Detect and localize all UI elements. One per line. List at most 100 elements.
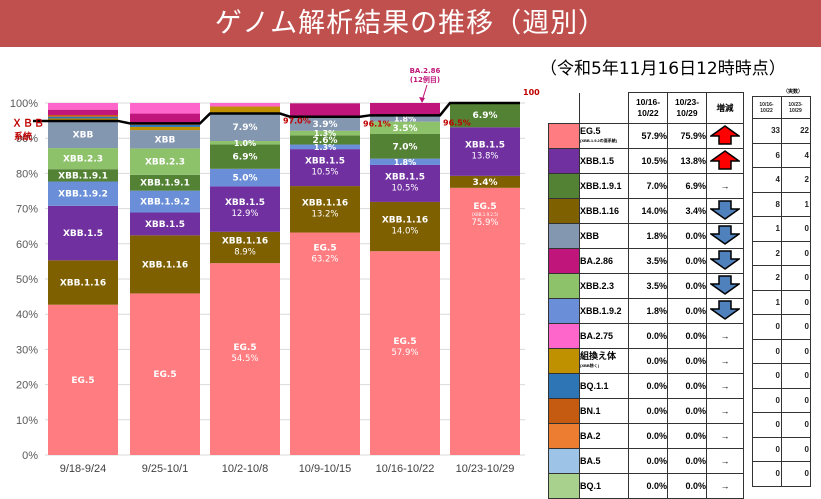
variant-name-text: XBB.1.9.2 — [580, 306, 622, 316]
share-w2: 0.0% — [667, 323, 707, 349]
share-w2: 0.0% — [667, 473, 707, 499]
segment-label: XBB.1.9.1 — [58, 171, 108, 181]
share-w1: 0.0% — [628, 373, 668, 399]
color-swatch — [548, 248, 580, 274]
bar-segment-XBB-2-3 — [48, 148, 118, 170]
share-w2: 75.9% — [667, 123, 707, 149]
share-w2: 0.0% — [667, 273, 707, 299]
variant-name: BN.1 — [579, 398, 629, 424]
count-week1: 4 — [752, 167, 782, 193]
color-swatch — [548, 423, 580, 449]
bar-segment-EG-5 — [130, 293, 200, 455]
share-w1: 0.0% — [628, 448, 668, 474]
variant-name: XBB.1.9.1 — [579, 173, 629, 199]
segment-label: XBB.1.16 — [60, 279, 106, 289]
annotation-text: BA.2.86 — [410, 67, 441, 75]
share-w2: 0.0% — [667, 448, 707, 474]
bar-segment-XBB-1-16 — [370, 201, 440, 252]
table-row: BA.5 0.0% 0.0% → — [548, 448, 744, 474]
segment-value: 10.5% — [311, 168, 338, 178]
counts-row: 33 22 — [752, 118, 811, 144]
y-tick-label: 60% — [16, 239, 38, 251]
bar-segment-XBB-1-16 — [48, 260, 118, 305]
bar-segment-EG-5 — [290, 232, 360, 455]
count-week2: 0 — [781, 289, 811, 315]
count-week2: 1 — [781, 191, 811, 217]
bar-segment-XBB-1-16 — [130, 235, 200, 294]
trend-cell: → — [706, 423, 744, 449]
color-swatch — [548, 123, 580, 149]
share-w1: 0.0% — [628, 398, 668, 424]
bar-segment-EG-5 — [370, 251, 440, 455]
trend-down-icon — [708, 250, 742, 270]
count-week1: 0 — [752, 461, 782, 487]
xbb-line-value-label: 97.0% — [283, 117, 311, 126]
table-row: XBB.2.3 3.5% 0.0% — [548, 273, 744, 299]
trend-flat-icon: → — [720, 406, 730, 416]
share-w1: 0.0% — [628, 348, 668, 374]
bar-segment-BA-2-75 — [130, 103, 200, 114]
bar-segment-XBB-2-3 — [370, 121, 440, 134]
count-week1: 8 — [752, 191, 782, 217]
bar-segment-EG-5 — [210, 263, 280, 455]
bar-segment-XBB-1-5 — [290, 149, 360, 187]
x-tick-label: 10/9-10/15 — [299, 463, 352, 475]
bar-segment-XBB-1-9-2 — [48, 181, 118, 206]
trend-cell — [706, 298, 744, 324]
bar-segment-XBB-1-9-1 — [130, 174, 200, 191]
segment-value: 54.5% — [231, 354, 258, 364]
bar-segment-XBB-1-9-1 — [370, 133, 440, 159]
segment-label: XBB.1.9.1 — [140, 179, 190, 189]
bar-segment-BQ-1-1 — [130, 124, 200, 127]
x-tick-label: 9/25-10/1 — [142, 463, 188, 475]
variant-name-text: XBB.1.9.1 — [580, 181, 622, 191]
variant-name: BQ.1.1 — [579, 373, 629, 399]
count-week1: 33 — [752, 118, 782, 144]
share-w1: 7.0% — [628, 173, 668, 199]
bar-segment-XBB — [210, 113, 280, 142]
variant-name: BQ.1 — [579, 473, 629, 499]
trend-down-icon — [708, 300, 742, 320]
trend-flat-icon: → — [720, 481, 730, 491]
trend-down-icon — [708, 200, 742, 220]
counts-header-week1: 10/16- 10/22 — [752, 96, 782, 119]
table-row: BQ.1 0.0% 0.0% → — [548, 473, 744, 499]
as-of-date: （令和5年11月16日12時時点） — [540, 59, 786, 79]
table-row: XBB.1.16 14.0% 3.4% — [548, 198, 744, 224]
xbb-line-value-label: 96.1% — [363, 120, 391, 129]
segment-label: 1.8% — [394, 114, 416, 123]
stacked-bar-chart: 0% 10% 20% 30% 40% 50% 60% 70% 80% 90% 100% 9/18-9/… — [10, 67, 540, 475]
trend-flat-icon: → — [720, 356, 730, 366]
bar-segment-XBB-2-3 — [130, 148, 200, 175]
color-swatch — [548, 398, 580, 424]
trend-cell — [706, 123, 744, 149]
trend-cell — [706, 148, 744, 174]
bar-segment-BA-2-86 — [130, 113, 200, 124]
count-week1: 0 — [752, 436, 782, 462]
bar-segment-XBB-1-9-2 — [370, 158, 440, 165]
count-week2: 0 — [781, 314, 811, 340]
y-tick-label: 90% — [16, 133, 38, 145]
share-w1: 10.5% — [628, 148, 668, 174]
bar-segment-XBB — [48, 121, 118, 149]
xbb-line-label-sub: 系統 — [14, 131, 32, 143]
trend-down-icon — [708, 275, 742, 295]
variant-name: BA.5 — [579, 448, 629, 474]
y-tick-label: 40% — [16, 309, 38, 321]
segment-value: 63.2% — [311, 255, 338, 265]
segment-note: (XBB.1.9.2.5) — [472, 212, 499, 217]
xbb-line-value-label: 100% — [523, 88, 540, 97]
variant-name-text: 組換え体 — [580, 351, 617, 361]
trend-flat-icon: → — [720, 381, 730, 391]
count-week1: 2 — [752, 240, 782, 266]
xbb-line-label: ＸＢＢ — [12, 118, 45, 130]
count-week2: 0 — [781, 216, 811, 242]
bar-segment-XBB-1-9-2 — [130, 190, 200, 213]
count-week1: 1 — [752, 216, 782, 242]
